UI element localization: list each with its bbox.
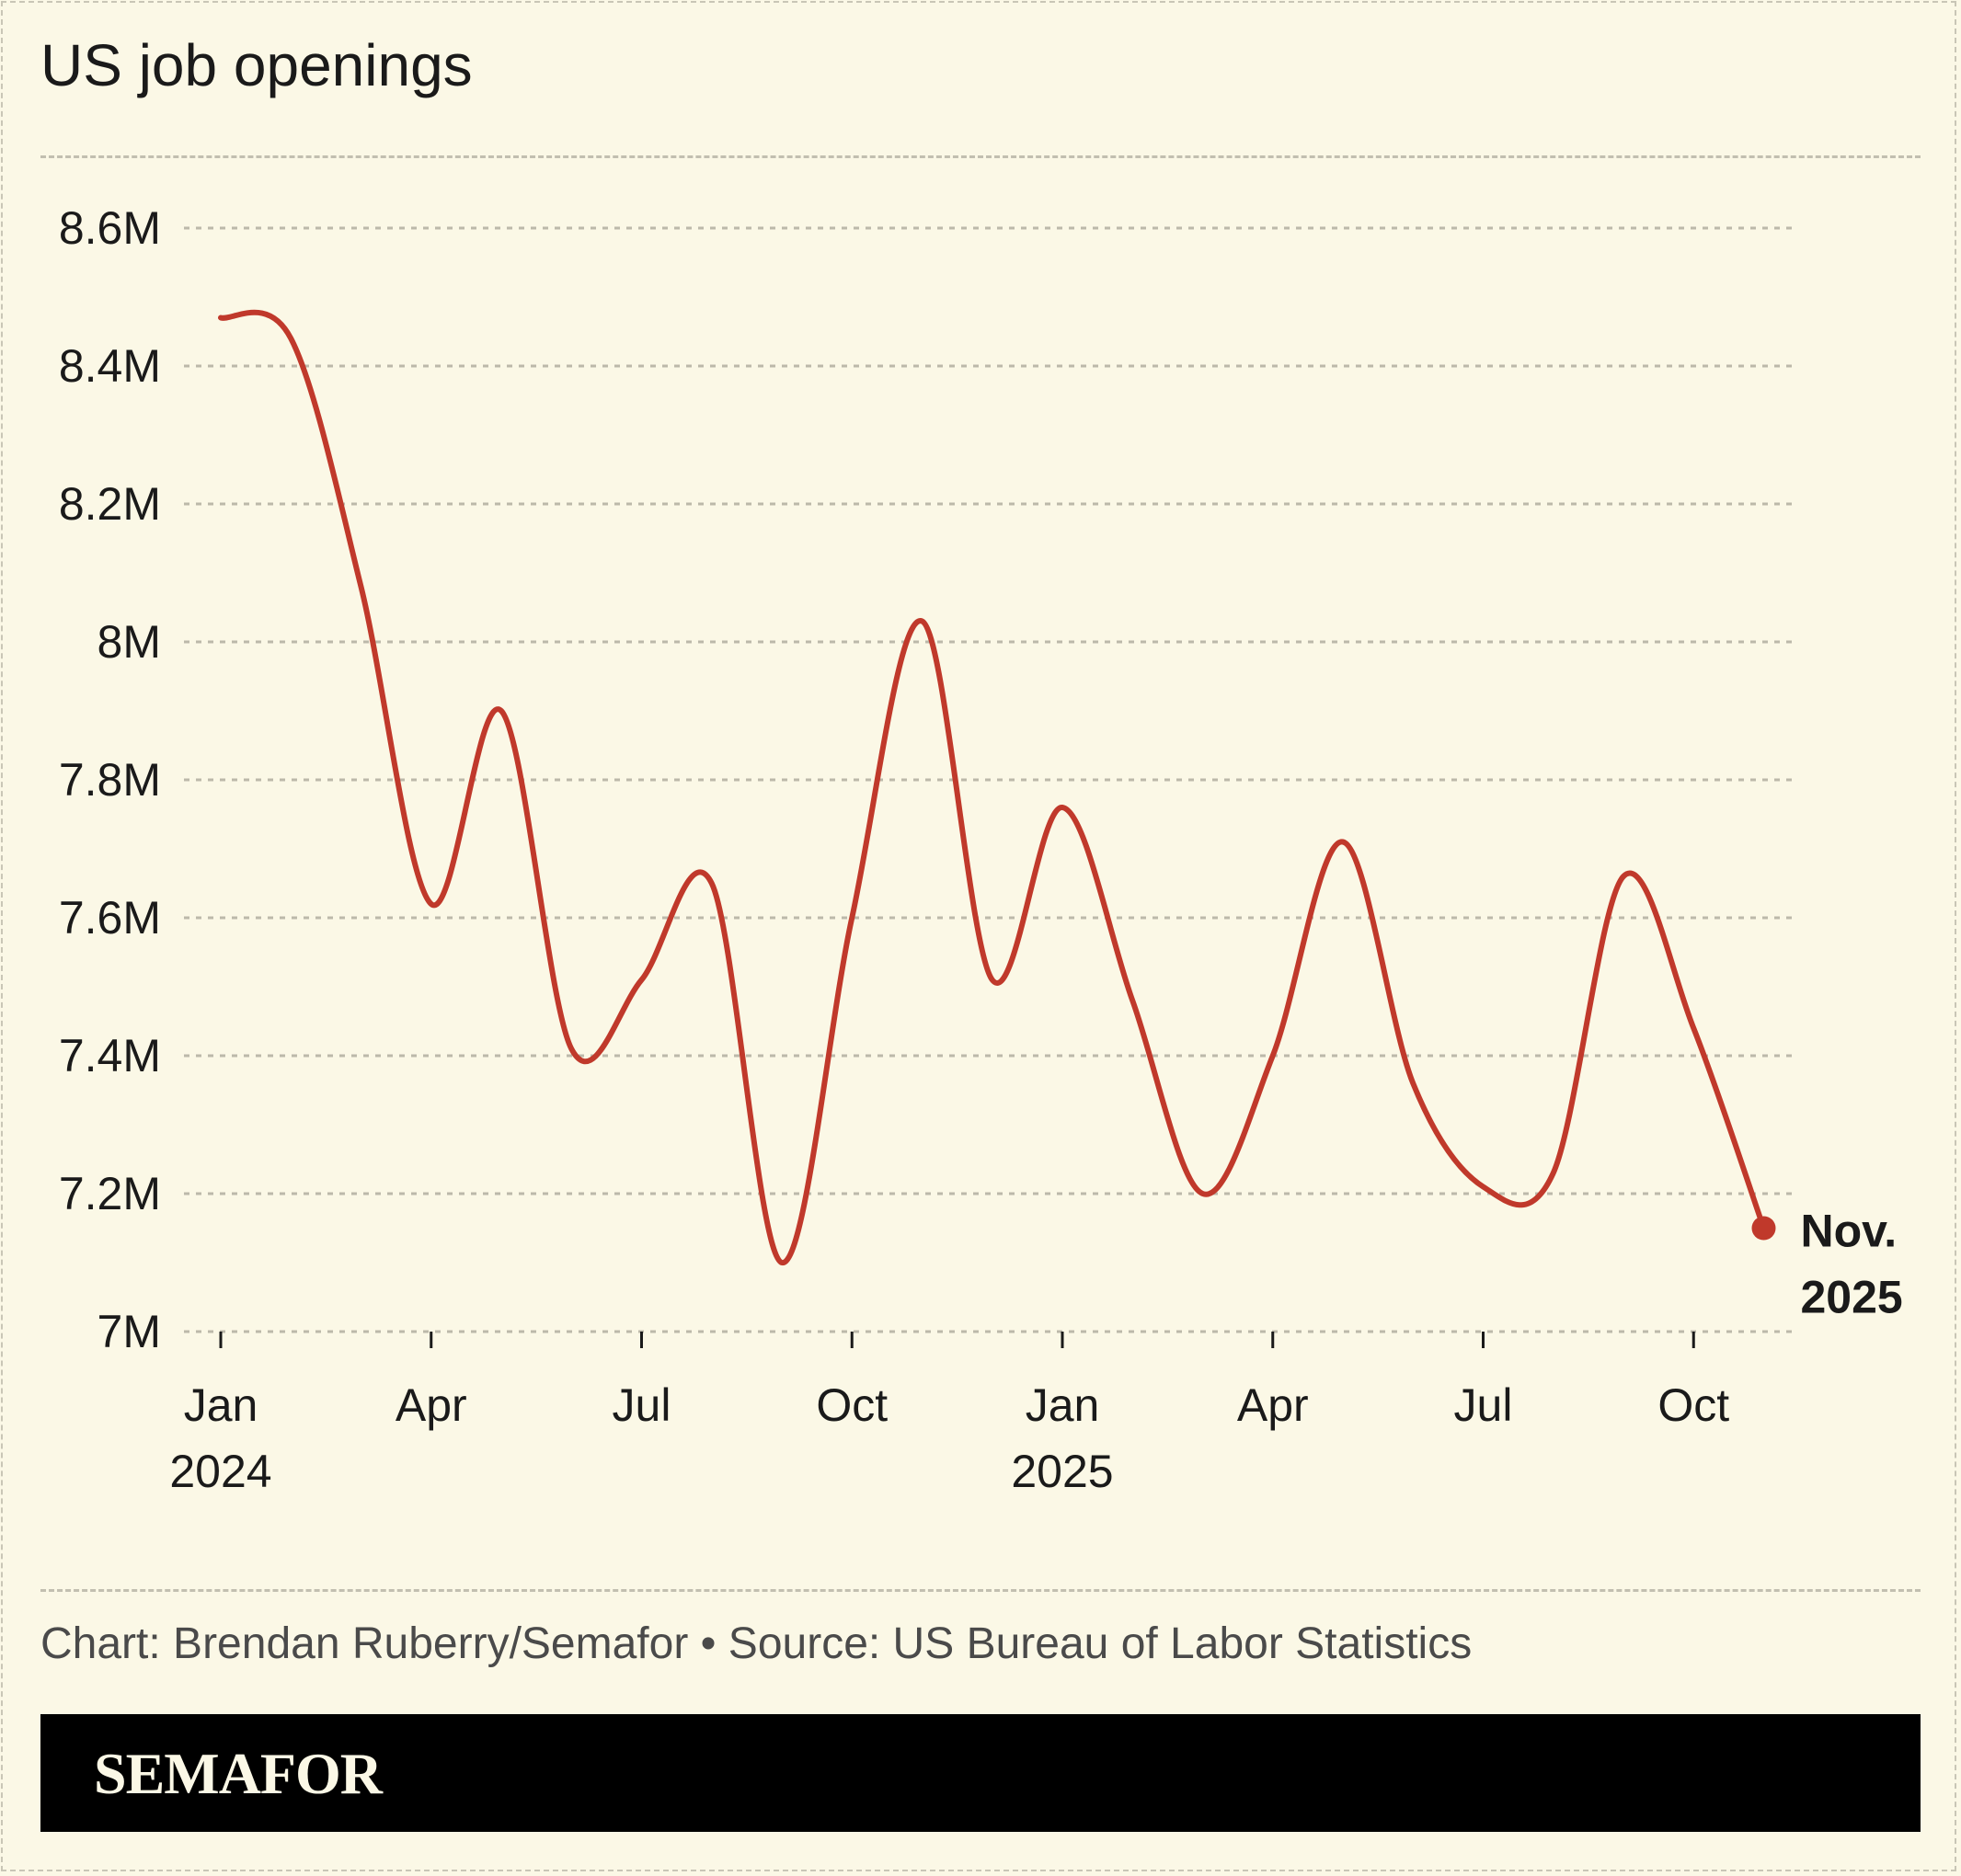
y-tick-label: 8.4M [59,340,161,392]
data-point [920,619,925,624]
data-point [568,1047,574,1052]
top-divider [40,155,1921,158]
x-tick-year-label: 2024 [169,1446,271,1497]
chart-credit: Chart: Brendan Ruberry/Semafor • Source:… [40,1619,1473,1668]
job-openings-line [218,309,1767,1265]
data-point [709,881,715,887]
data-point [1340,840,1346,845]
line-chart: 8.6M 8.4M 8.2M 8M 7.8M 7.6M 7.4M 7.2M 7M Jan 2024… [59,202,1903,1497]
data-point [218,315,224,321]
y-axis: 8.6M 8.4M 8.2M 8M 7.8M 7.6M 7.4M 7.2M 7M [59,202,161,1357]
data-point [1200,1191,1206,1196]
y-tick-label: 8.6M [59,202,161,254]
brand-bar: SEMAFOR [40,1714,1921,1832]
data-point [1270,1053,1276,1058]
data-point [990,978,995,983]
bottom-divider [40,1589,1921,1592]
data-point [639,978,645,983]
data-point [1410,1081,1416,1086]
x-tick-label: Apr [396,1379,467,1431]
end-label: 2025 [1801,1272,1903,1323]
data-point [429,901,434,907]
y-tick-label: 7M [97,1306,161,1357]
y-tick-label: 7.2M [59,1168,161,1219]
y-tick-label: 7.8M [59,754,161,806]
data-point [779,1260,785,1265]
data-point [288,336,293,341]
x-tick-label: Jan [184,1379,258,1431]
x-tick-label: Jul [1454,1379,1513,1431]
data-point [1130,998,1135,1003]
chart-title: US job openings [40,32,473,98]
y-tick-label: 7.6M [59,892,161,944]
data-point [499,708,504,714]
data-point [1621,874,1626,879]
latest-point-marker [1751,1216,1776,1241]
x-axis: Jan 2024 Apr Jul Oct Jan 2025 Apr Jul Oct [169,1332,1729,1497]
data-point [359,584,364,589]
x-tick-label: Oct [816,1379,888,1431]
y-tick-label: 8.2M [59,478,161,530]
y-tick-label: 8M [97,616,161,668]
x-tick-label: Oct [1657,1379,1729,1431]
end-label: Nov. [1801,1206,1898,1257]
series-layer [218,309,1776,1265]
annotations: Nov. 2025 [1801,1206,1903,1323]
data-point [849,915,854,921]
x-tick-label: Jul [613,1379,671,1431]
data-point [1060,805,1065,810]
x-tick-label: Jan [1026,1379,1100,1431]
x-tick-year-label: 2025 [1011,1446,1113,1497]
y-tick-label: 7.4M [59,1030,161,1081]
semafor-logo: SEMAFOR [94,1741,383,1806]
data-point [1481,1184,1486,1190]
data-point [1551,1171,1556,1176]
data-point [1691,1025,1696,1031]
x-tick-label: Apr [1237,1379,1309,1431]
